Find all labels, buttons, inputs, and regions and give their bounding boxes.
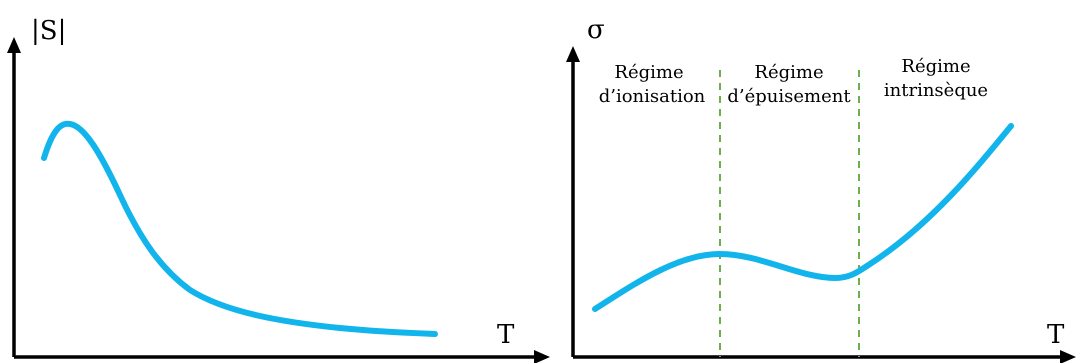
conductivity-curve [592,123,1014,312]
region-label-intrinseque-line1: Régime [901,56,970,77]
right-x-axis-label: T [1047,320,1065,350]
region-label-intrinseque-line2: intrinsèque [884,80,988,101]
left-y-axis-arrowhead [7,37,21,53]
right-y-axis-label: σ [587,15,605,45]
seebeck-curve [41,120,438,337]
region-label-ionisation-line2: d’ionisation [599,86,706,107]
chart-seebeck: |S| T [7,16,550,363]
region-label-ionisation-line1: Régime [614,62,683,83]
right-x-axis-arrowhead [1060,350,1076,363]
chart-conductivity: σ T Régime d’ionisation Régime d’épuisem… [566,15,1076,363]
right-y-axis-arrowhead [566,46,580,62]
left-x-axis-label: T [497,320,515,350]
region-label-epuisement-line2: d’épuisement [727,86,851,107]
left-x-axis-arrowhead [534,350,550,363]
left-y-axis-label: |S| [31,16,66,46]
region-label-epuisement-line1: Régime [754,62,823,83]
